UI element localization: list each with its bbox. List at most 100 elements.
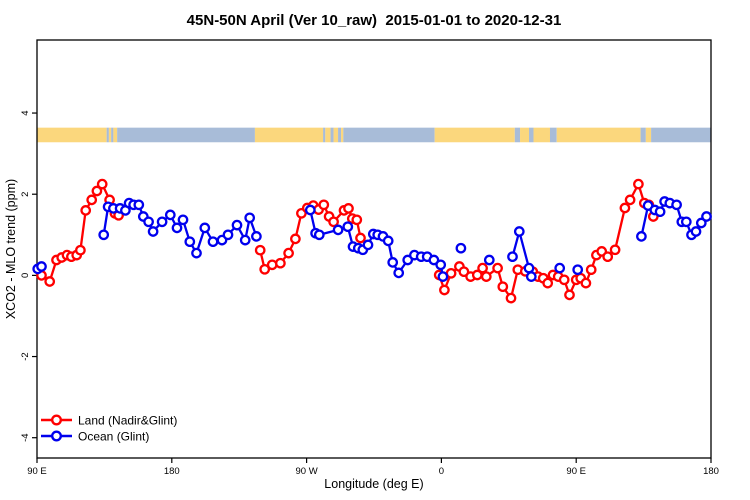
band-ocean-segment bbox=[640, 127, 646, 143]
x-tick-label: 180 bbox=[703, 466, 719, 477]
band-ocean-segment bbox=[651, 127, 711, 143]
series-ocean-point bbox=[207, 236, 219, 248]
series-land-point bbox=[497, 281, 509, 293]
band-land-segment bbox=[325, 127, 331, 143]
series-ocean-point bbox=[437, 271, 449, 282]
legend-ocean-label: Ocean (Glint) bbox=[78, 430, 149, 444]
series-land-point bbox=[633, 178, 644, 190]
series-land-point bbox=[318, 199, 330, 211]
x-tick-label: 0 bbox=[439, 466, 444, 477]
x-tick-label: 90 W bbox=[296, 466, 318, 477]
series-ocean-point bbox=[507, 251, 518, 263]
series-ocean-point bbox=[572, 264, 584, 276]
series-ocean-point bbox=[147, 226, 159, 237]
series-land-point bbox=[477, 262, 488, 274]
band-ocean-segment bbox=[106, 127, 109, 143]
series-ocean-point bbox=[199, 222, 211, 234]
band-land-segment bbox=[533, 127, 550, 143]
series-land-point bbox=[355, 232, 366, 244]
series-land-point bbox=[266, 259, 278, 271]
series-ocean-point bbox=[156, 216, 168, 228]
series-ocean-point bbox=[513, 226, 525, 237]
series-land-point bbox=[624, 194, 636, 206]
y-tick-label: 0 bbox=[20, 273, 31, 278]
series-land-point bbox=[602, 251, 614, 263]
band-ocean-segment bbox=[117, 127, 255, 143]
series-land-point bbox=[542, 277, 554, 289]
series-ocean-point bbox=[251, 231, 262, 242]
legend-item-land: Land (Nadir&Glint) bbox=[41, 414, 177, 428]
legend-ocean-marker-icon bbox=[51, 430, 63, 442]
band-land-segment bbox=[341, 127, 344, 143]
series-land bbox=[36, 178, 659, 304]
band-ocean-segment bbox=[343, 127, 435, 143]
series-land-point bbox=[558, 274, 570, 286]
band-ocean-segment bbox=[330, 127, 334, 143]
series-land-point bbox=[580, 277, 592, 289]
band-land-segment bbox=[108, 127, 112, 143]
series-ocean-point bbox=[222, 229, 234, 241]
band-land-segment bbox=[520, 127, 530, 143]
series-ocean-point bbox=[362, 239, 374, 251]
axes: 90 E 180 90 W 0 90 E 180 -4 -2 0 2 4 bbox=[20, 39, 719, 477]
series-ocean-point bbox=[695, 217, 707, 229]
series-land-point bbox=[80, 205, 92, 216]
x-axis-label: Longitude (deg E) bbox=[324, 477, 423, 491]
series-ocean-point bbox=[342, 221, 354, 233]
band-land-segment bbox=[254, 127, 324, 143]
series-land-point bbox=[259, 263, 271, 275]
x-tick-label: 90 E bbox=[566, 466, 586, 477]
series-land-point bbox=[505, 292, 517, 304]
series-ocean-point bbox=[428, 254, 440, 266]
x-tick-label: 180 bbox=[164, 466, 180, 477]
series-ocean-point bbox=[680, 216, 692, 228]
series-ocean-point bbox=[36, 261, 47, 272]
land-ocean-band bbox=[37, 127, 711, 143]
band-land-segment bbox=[434, 127, 515, 143]
series-land-point bbox=[254, 244, 266, 256]
band-land-segment bbox=[333, 127, 339, 143]
series-land-point bbox=[480, 271, 492, 282]
series-ocean-point bbox=[525, 271, 537, 282]
series-ocean-point bbox=[171, 222, 183, 234]
series-ocean-point bbox=[701, 211, 712, 222]
y-axis-label: XCO2 - MLO trend (ppm) bbox=[4, 179, 18, 319]
series-land-point bbox=[492, 262, 503, 274]
series-ocean-point bbox=[554, 262, 566, 274]
series-land-point bbox=[96, 178, 108, 190]
series-ocean bbox=[32, 196, 712, 282]
series-ocean-point bbox=[455, 242, 467, 254]
band-land-segment bbox=[37, 127, 107, 143]
y-tick-label: 4 bbox=[20, 110, 31, 115]
series-land-point bbox=[328, 216, 339, 228]
series-ocean-point bbox=[304, 204, 316, 216]
band-land-segment bbox=[645, 127, 652, 143]
y-tick-label: -4 bbox=[20, 433, 31, 441]
series-ocean-point bbox=[654, 206, 666, 218]
series-ocean-point bbox=[402, 254, 414, 266]
series-ocean-point bbox=[636, 231, 647, 242]
series-ocean-point bbox=[177, 214, 189, 226]
series-ocean-point bbox=[239, 234, 251, 246]
band-ocean-segment bbox=[338, 127, 342, 143]
series-ocean-point bbox=[671, 199, 682, 211]
series-land-point bbox=[458, 266, 470, 278]
series-ocean-point bbox=[133, 199, 145, 211]
series-land-point bbox=[290, 233, 301, 245]
series-land-point bbox=[283, 247, 294, 259]
band-land-segment bbox=[113, 127, 118, 143]
data-series bbox=[32, 178, 712, 304]
plot-title: 45N-50N April (Ver 10_raw) 2015-01-01 to… bbox=[187, 12, 562, 29]
series-ocean-point bbox=[231, 219, 243, 231]
series-ocean-point bbox=[184, 236, 196, 248]
band-ocean-segment bbox=[323, 127, 326, 143]
series-ocean-point bbox=[387, 257, 399, 268]
series-ocean-point bbox=[393, 267, 405, 279]
series-land-point bbox=[619, 202, 631, 214]
series-land-point bbox=[275, 257, 286, 269]
series-land-point bbox=[585, 264, 597, 276]
series-land-point bbox=[351, 214, 363, 226]
series-ocean-point bbox=[332, 224, 344, 236]
